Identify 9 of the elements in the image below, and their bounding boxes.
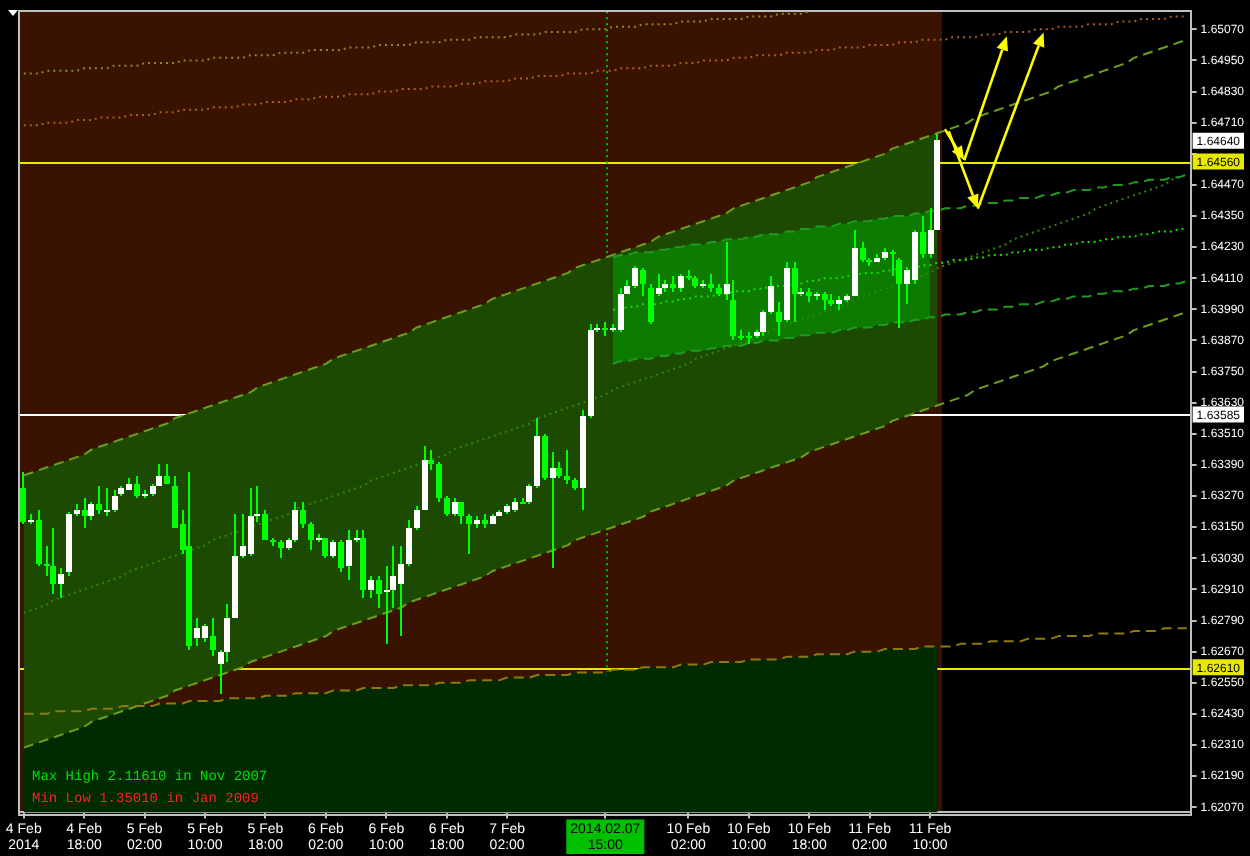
line-series <box>22 15 1188 127</box>
line-series <box>22 38 1188 477</box>
line-series <box>22 310 1188 749</box>
candlestick <box>890 250 896 276</box>
line-series <box>611 173 1188 259</box>
line-series <box>22 11 811 75</box>
candlestick <box>104 488 110 516</box>
line-series <box>22 627 1188 715</box>
line-series <box>611 279 1188 365</box>
